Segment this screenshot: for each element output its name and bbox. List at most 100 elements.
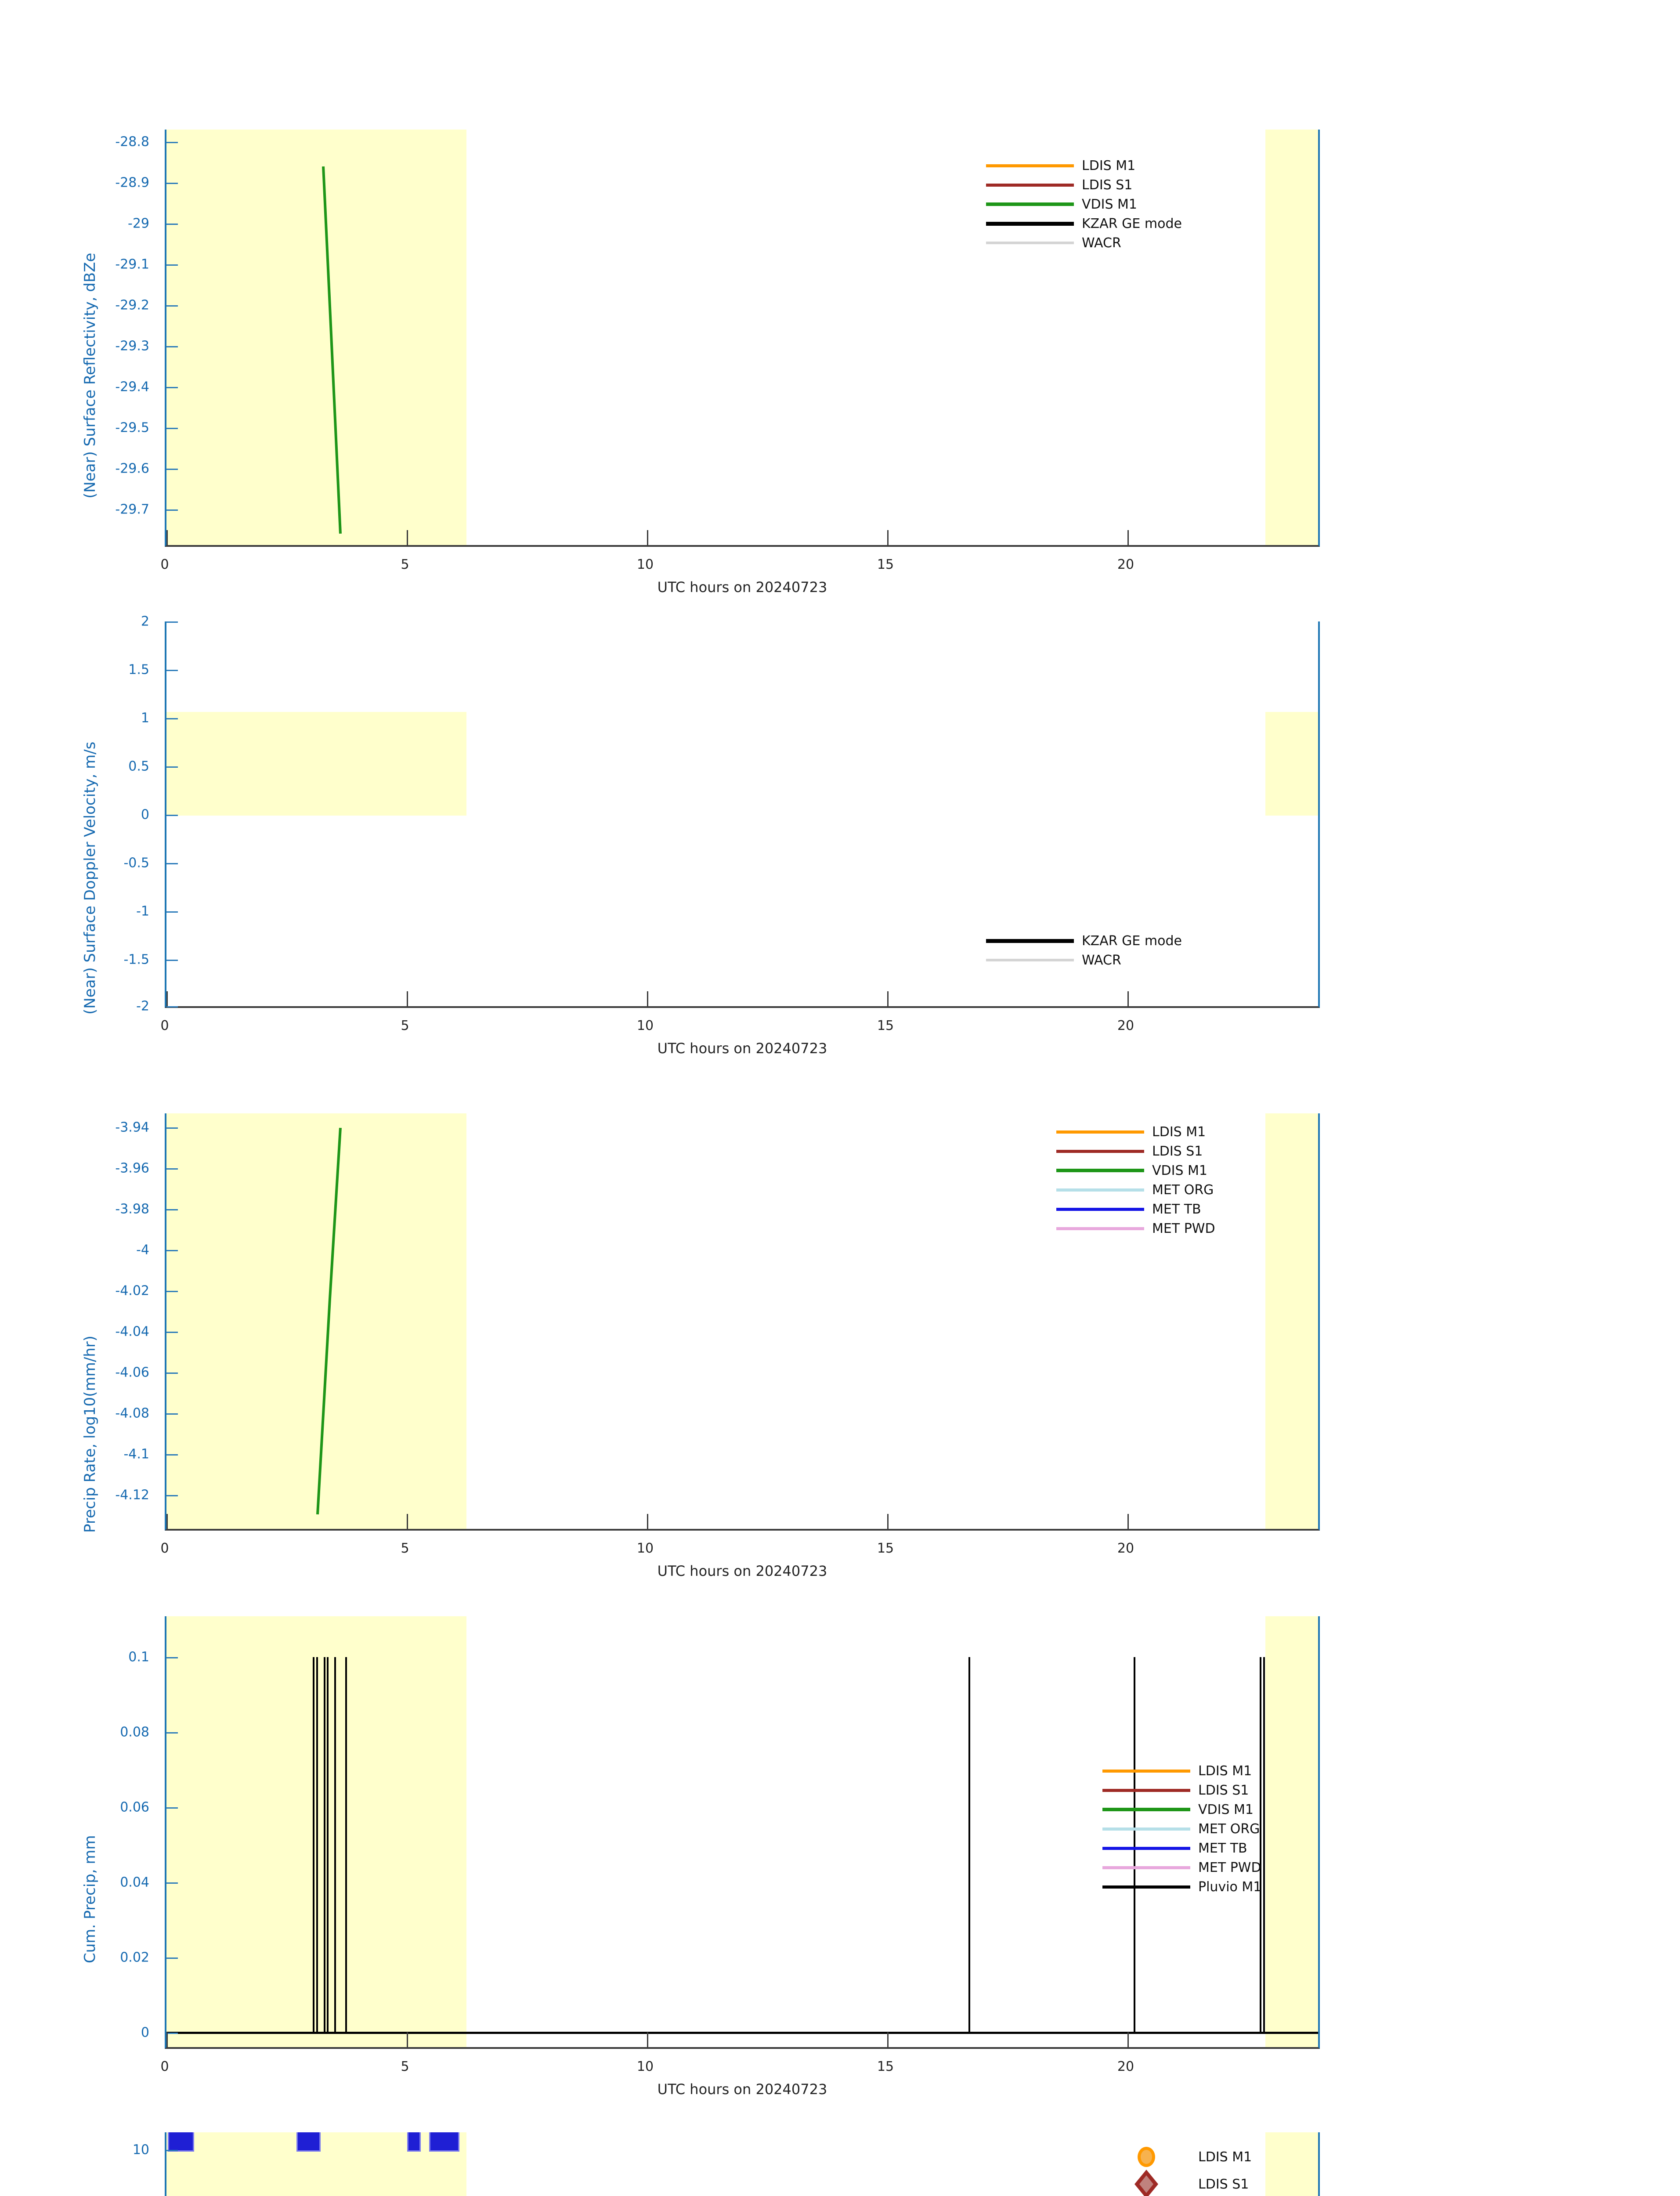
panel4-shade-band-right: [1265, 1616, 1318, 2047]
panel3-xtick-label: 10: [636, 1541, 654, 1556]
legend-item[interactable]: VDIS M1: [986, 195, 1182, 214]
panel1-shade-band-right: [1265, 130, 1318, 545]
panel3-ytick-label: -3.94: [115, 1120, 149, 1135]
panel4-ytick-label: 0.04: [120, 1875, 149, 1890]
panel3-ytick: [166, 1495, 178, 1496]
panel3-xtick-label: 15: [877, 1541, 894, 1556]
legend-item[interactable]: LDIS S1: [1102, 1781, 1261, 1800]
legend-item[interactable]: MET ORG: [1102, 1819, 1261, 1838]
legend-label: VDIS M1: [1198, 1802, 1254, 1817]
panel4-ylabel: Cum. Precip, mm: [81, 1835, 99, 1963]
legend-label: WACR: [1082, 952, 1121, 968]
panel2-plot-area: [165, 621, 1320, 1008]
panel2-shade-band-left: [166, 712, 466, 816]
panel1-ytick-label: -29.7: [115, 502, 149, 517]
legend-item[interactable]: LDIS M1: [986, 156, 1182, 175]
legend-item[interactable]: KZAR GE mode: [986, 931, 1182, 950]
panel4-xtick-label: 15: [877, 2059, 894, 2074]
legend-item[interactable]: Pluvio M1: [1102, 1877, 1261, 1896]
met-pwd-code10-marker: [429, 2132, 459, 2152]
panel2-ytick-label: 1.5: [128, 662, 149, 678]
panel1-ytick-label: -29.4: [115, 379, 149, 395]
panel2-ytick: [166, 815, 178, 816]
panel3-ytick-label: -3.98: [115, 1201, 149, 1217]
panel3-ytick: [166, 1127, 178, 1129]
legend-item[interactable]: WACR: [986, 233, 1182, 253]
panel4-ytick: [166, 1807, 178, 1809]
pluvio-spike: [968, 1657, 970, 2034]
panel3-ytick: [166, 1209, 178, 1210]
panel4-plot-area: [165, 1616, 1320, 2049]
legend-item[interactable]: WACR: [986, 950, 1182, 970]
legend-item[interactable]: VDIS M1: [1056, 1161, 1215, 1180]
legend-item[interactable]: LDIS M1: [1102, 1761, 1261, 1781]
panel1-canvas: [166, 130, 1318, 545]
legend-item[interactable]: MET TB: [1056, 1199, 1215, 1219]
legend-label: MET ORG: [1198, 1821, 1260, 1837]
panel1-ytick-label: -28.8: [115, 134, 149, 150]
legend-item[interactable]: LDIS M1: [1056, 1122, 1215, 1141]
panel3-xtick: [887, 1514, 889, 1529]
legend-item[interactable]: MET ORG: [1056, 1180, 1215, 1199]
legend-item[interactable]: LDIS M1: [1102, 2143, 1261, 2171]
panel3-vdis-m1-line: [316, 1127, 342, 1515]
legend-item[interactable]: MET PWD: [1056, 1219, 1215, 1238]
met-pwd-line-swatch-icon: [1056, 1227, 1144, 1230]
met-tb-line-swatch-icon: [1056, 1207, 1144, 1211]
panel4-ytick: [166, 1732, 178, 1734]
legend-item[interactable]: LDIS S1: [986, 175, 1182, 195]
panel3-shade-band-left: [166, 1113, 466, 1529]
legend-label: LDIS M1: [1082, 158, 1136, 173]
panel2-xtick: [166, 991, 168, 1006]
panel3-xtick: [407, 1514, 408, 1529]
panel1-ytick: [166, 509, 178, 511]
panel2-xtick-label: 10: [636, 1018, 654, 1033]
panel3-xtick-label: 20: [1117, 1541, 1134, 1556]
panel3-ytick: [166, 1413, 178, 1415]
panel-doppler-velocity: (Near) Surface Doppler Velocity, m/s 2 1…: [0, 597, 1680, 1089]
met-org-line-swatch-icon: [1102, 1827, 1190, 1831]
panel3-ytick: [166, 1250, 178, 1251]
pluvio-spike: [324, 1657, 325, 2034]
legend-label: LDIS M1: [1152, 1124, 1206, 1140]
legend-item[interactable]: MET PWD: [1102, 1858, 1261, 1877]
legend-item[interactable]: LDIS S1: [1056, 1141, 1215, 1161]
panel5-shade-band-right: [1265, 2132, 1318, 2196]
panel1-ytick-label: -28.9: [115, 175, 149, 191]
panel4-xtick: [647, 2032, 648, 2047]
panel3-ytick: [166, 1332, 178, 1333]
ldis-s1-line-swatch-icon: [1056, 1149, 1144, 1153]
pluvio-spike: [1134, 1657, 1135, 2034]
panel3-xlabel: UTC hours on 20240723: [657, 1563, 827, 1579]
panel2-ytick-label: -0.5: [123, 855, 149, 871]
legend-item[interactable]: LDIS S1: [1102, 2170, 1261, 2196]
legend-item[interactable]: KZAR GE mode: [986, 214, 1182, 233]
panel2-ytick-label: 2: [141, 614, 149, 629]
panel2-ytick: [166, 766, 178, 768]
panel1-ytick: [166, 264, 178, 266]
vdis-m1-line-swatch-icon: [1102, 1808, 1190, 1811]
legend-item[interactable]: MET TB: [1102, 1838, 1261, 1858]
panel3-shade-band-right: [1265, 1113, 1318, 1529]
panel1-xlabel: UTC hours on 20240723: [657, 579, 827, 596]
panel-weather-codes: Weather Codes: [0, 2117, 1680, 2196]
met-pwd-code10-marker: [168, 2132, 194, 2152]
panel2-ytick-label: -1: [136, 903, 149, 919]
panel2-xtick-label: 20: [1117, 1018, 1134, 1033]
panel4-xtick: [407, 2032, 408, 2047]
legend-label: MET ORG: [1152, 1182, 1214, 1198]
panel2-xtick: [647, 991, 648, 1006]
panel1-xtick: [887, 530, 889, 545]
legend-label: LDIS S1: [1082, 177, 1133, 193]
pluvio-spike: [345, 1657, 347, 2034]
legend-item[interactable]: VDIS M1: [1102, 1800, 1261, 1819]
panel2-xtick: [1127, 991, 1129, 1006]
panel5-ytick-label: 10: [132, 2142, 149, 2158]
panel3-ytick: [166, 1372, 178, 1374]
panel2-xtick: [887, 991, 889, 1006]
panel2-ytick: [166, 863, 178, 864]
panel2-canvas: [166, 621, 1318, 1006]
panel4-legend: LDIS M1 LDIS S1 VDIS M1 MET ORG MET TB M…: [1102, 1761, 1261, 1896]
panel1-ytick-label: -29: [128, 216, 149, 231]
panel3-plot-area: [165, 1113, 1320, 1531]
